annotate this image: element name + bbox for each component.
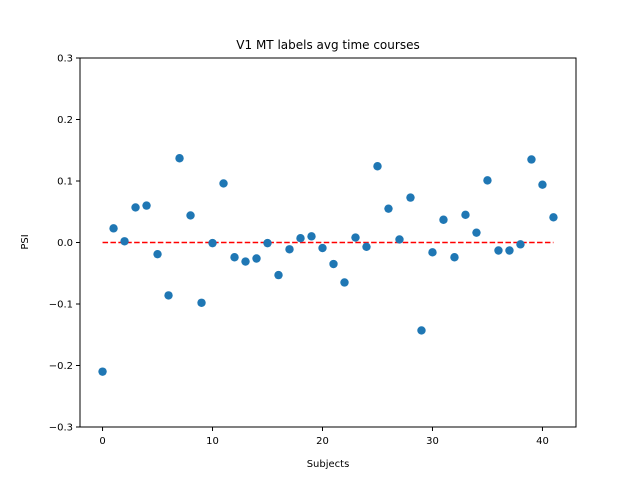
- data-point: [340, 278, 349, 287]
- data-point: [175, 154, 184, 163]
- chart-title: V1 MT labels avg time courses: [236, 38, 419, 52]
- data-point: [142, 201, 151, 210]
- y-tick-label: −0.3: [49, 423, 73, 434]
- data-point: [373, 162, 382, 171]
- data-point: [208, 238, 217, 248]
- data-point: [505, 246, 514, 255]
- data-point: [549, 213, 558, 222]
- data-point: [153, 249, 162, 259]
- data-point: [164, 291, 173, 300]
- data-point: [439, 215, 448, 224]
- data-point: [98, 367, 107, 376]
- data-point: [483, 176, 492, 185]
- data-point: [417, 326, 426, 335]
- data-point: [252, 254, 261, 263]
- y-tick-label: 0.0: [57, 238, 73, 249]
- y-axis-label: PSI: [20, 234, 31, 249]
- y-tick-label: 0.1: [57, 177, 73, 188]
- data-point: [296, 233, 305, 243]
- data-point: [351, 233, 360, 242]
- data-point: [131, 203, 140, 212]
- data-point: [461, 210, 470, 220]
- x-tick-label: 10: [206, 436, 219, 447]
- data-point: [197, 298, 206, 307]
- data-point: [538, 180, 547, 189]
- data-point: [362, 242, 371, 252]
- data-point: [219, 179, 228, 188]
- y-tick-label: 0.2: [57, 115, 73, 126]
- data-point: [109, 224, 118, 233]
- x-tick-label: 20: [316, 436, 329, 447]
- data-point: [120, 237, 129, 246]
- data-point: [406, 193, 415, 202]
- plot-area: 0 10 20 30 40 −0.3 −0.2 −0.1 0.0 0.1 0.2 0.3: [49, 54, 577, 447]
- data-point: [395, 235, 404, 244]
- data-point: [384, 204, 393, 213]
- data-point: [450, 253, 459, 262]
- x-axis-ticks: 0 10 20 30 40: [99, 427, 549, 447]
- data-point: [494, 246, 503, 255]
- data-point: [527, 155, 536, 164]
- y-axis-ticks: −0.3 −0.2 −0.1 0.0 0.1 0.2 0.3: [49, 54, 80, 434]
- y-tick-label: −0.1: [49, 300, 73, 311]
- x-axis-label: Subjects: [307, 459, 350, 470]
- data-point: [285, 245, 294, 254]
- data-points: [98, 154, 558, 376]
- data-point: [318, 243, 327, 253]
- data-point: [274, 270, 283, 280]
- y-tick-label: −0.2: [49, 361, 73, 372]
- data-point: [263, 238, 272, 248]
- data-point: [516, 240, 525, 249]
- data-point: [307, 232, 316, 241]
- x-tick-label: 40: [536, 436, 549, 447]
- data-point: [472, 228, 481, 237]
- x-tick-label: 0: [99, 436, 105, 447]
- data-point: [186, 211, 195, 220]
- data-point: [241, 257, 250, 266]
- data-point: [428, 248, 437, 257]
- x-tick-label: 30: [426, 436, 439, 447]
- data-point: [230, 253, 239, 262]
- data-point: [329, 259, 338, 269]
- y-tick-label: 0.3: [57, 54, 73, 65]
